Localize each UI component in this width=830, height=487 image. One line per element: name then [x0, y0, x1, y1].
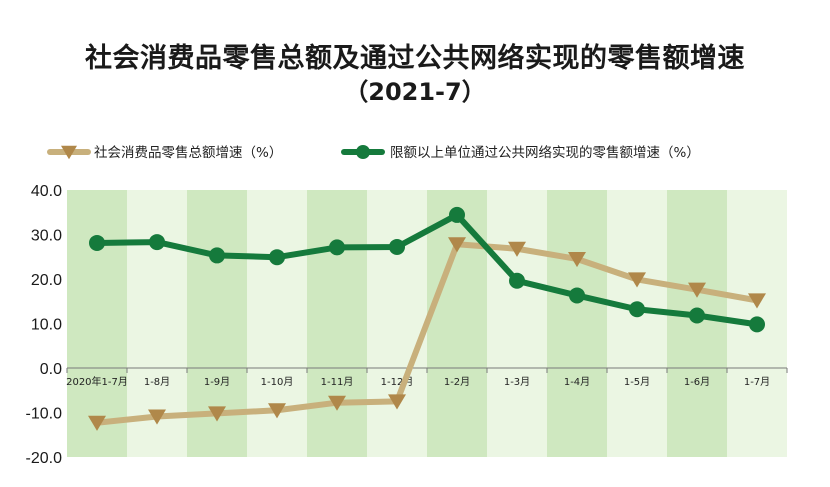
x-tick-label: 1-3月 — [504, 376, 530, 388]
data-point-online — [629, 301, 645, 318]
x-tick-label: 1-2月 — [444, 376, 470, 388]
band-5 — [367, 190, 427, 457]
series-layer — [88, 206, 766, 431]
x-tick-label: 1-11月 — [321, 376, 354, 388]
data-point-online — [269, 249, 285, 266]
band-4 — [307, 190, 367, 457]
band-9 — [607, 190, 667, 457]
x-tick-label: 1-8月 — [144, 376, 170, 388]
band-8 — [547, 190, 607, 457]
y-tick-label: 0.0 — [40, 361, 62, 378]
y-tick-label: 10.0 — [31, 317, 62, 334]
data-point-online — [509, 272, 525, 289]
data-point-retail — [208, 406, 226, 422]
series-retail — [88, 237, 766, 431]
band-0 — [67, 190, 127, 457]
y-tick-label: 40.0 — [31, 183, 62, 200]
data-point-retail — [508, 241, 526, 257]
data-point-online — [569, 287, 585, 304]
legend-marker-retail — [61, 145, 77, 160]
data-point-retail — [748, 293, 766, 309]
band-6 — [427, 190, 487, 457]
y-tick-label: 30.0 — [31, 228, 62, 245]
band-10 — [667, 190, 727, 457]
data-point-retail — [328, 395, 346, 411]
data-point-retail — [388, 394, 406, 410]
y-tick-label: -10.0 — [26, 406, 63, 423]
y-axis: -20.0 -10.0 0.0 10.0 20.0 30.0 40.0 — [26, 183, 63, 467]
chart-subtitle: （2021-7） — [344, 78, 486, 106]
band-7 — [487, 190, 547, 457]
legend-label-retail: 社会消费品零售总额增速（%） — [94, 145, 282, 161]
legend-marker-online — [356, 145, 370, 159]
data-point-online — [149, 234, 165, 251]
x-tick-label: 1-5月 — [624, 376, 650, 388]
data-point-online — [329, 239, 345, 256]
data-point-retail — [568, 251, 586, 268]
data-point-retail — [268, 403, 286, 419]
x-tick-label: 1-6月 — [684, 376, 710, 388]
y-tick-label: 20.0 — [31, 272, 62, 289]
data-point-online — [89, 234, 105, 251]
series-line-retail — [94, 241, 760, 426]
data-point-online — [209, 247, 225, 264]
data-point-online — [389, 238, 405, 255]
series-line-online — [94, 211, 760, 328]
data-point-retail — [148, 409, 166, 425]
chart-title: 社会消费品零售总额及通过公共网络实现的零售额增速 — [85, 43, 745, 74]
legend-label-online: 限额以上单位通过公共网络实现的零售额增速（%） — [390, 145, 700, 161]
data-point-online — [749, 316, 765, 333]
x-tick-label: 1-4月 — [564, 376, 590, 388]
x-tick-label: 1-9月 — [204, 376, 230, 388]
x-tick-label: 2020年1-7月 — [66, 375, 128, 388]
data-point-online — [689, 307, 705, 324]
data-point-retail — [448, 237, 466, 253]
data-point-online — [449, 206, 465, 223]
data-point-retail — [88, 415, 106, 431]
data-point-retail — [628, 272, 646, 288]
x-tick-label: 1-10月 — [261, 376, 294, 388]
x-tick-label: 1-7月 — [744, 376, 770, 388]
data-point-retail — [688, 282, 706, 298]
legend: 社会消费品零售总额增速（%） 限额以上单位通过公共网络实现的零售额增速（%） — [47, 145, 700, 161]
series-online — [89, 206, 765, 333]
y-tick-label: -20.0 — [26, 450, 63, 467]
